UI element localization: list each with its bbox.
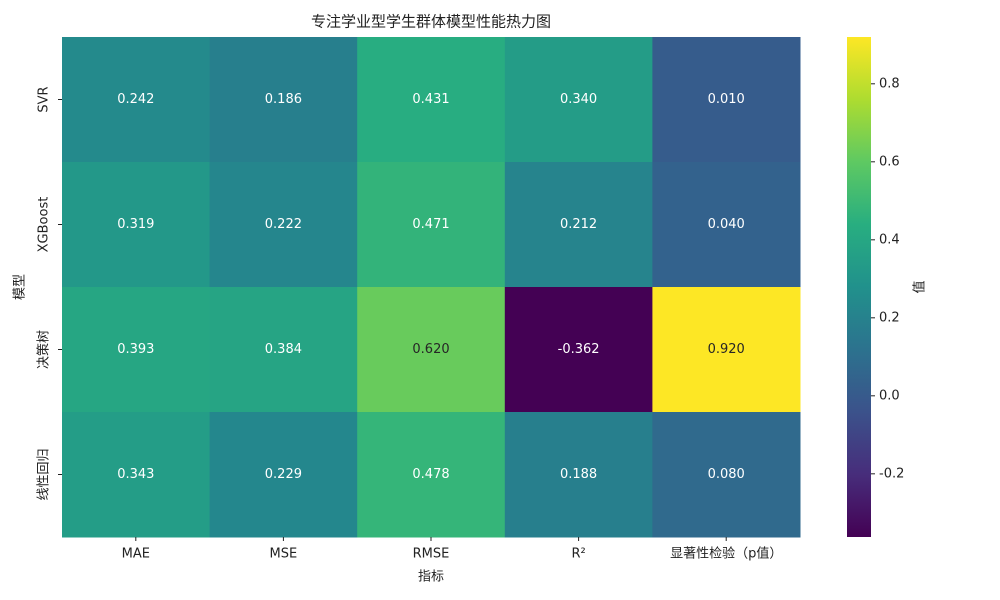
chart-title: 专注学业型学生群体模型性能热力图 <box>311 13 551 31</box>
cell-value-label: -0.362 <box>558 342 600 357</box>
y-tick-label: XGBoost <box>37 197 52 253</box>
cell-value-label: 0.186 <box>265 92 302 107</box>
heatmap-cell <box>62 287 211 413</box>
y-axis-label: 模型 <box>13 274 28 300</box>
x-tick-label: MAE <box>122 547 150 562</box>
heatmap-cell <box>652 37 801 163</box>
heatmap-cell <box>504 412 653 538</box>
cell-value-label: 0.319 <box>117 217 154 232</box>
cell-value-label: 0.242 <box>117 92 154 107</box>
heatmap-cell <box>62 37 211 163</box>
colorbar-tick-label: 0.2 <box>879 310 900 325</box>
cell-value-label: 0.229 <box>265 467 302 482</box>
y-tick-label: 决策树 <box>36 330 52 369</box>
heatmap-cell <box>209 37 358 163</box>
heatmap-cell <box>357 412 506 538</box>
heatmap-cell <box>504 287 653 413</box>
cell-value-label: 0.393 <box>117 342 154 357</box>
colorbar <box>847 37 871 537</box>
colorbar-tick-label: 0.4 <box>879 232 900 247</box>
heatmap-cell <box>62 412 211 538</box>
heatmap-cell <box>504 37 653 163</box>
x-tick-label: MSE <box>270 547 298 562</box>
heatmap-cell <box>357 287 506 413</box>
heatmap-cell <box>504 162 653 288</box>
colorbar-label: 值 <box>912 280 928 293</box>
cell-value-label: 0.920 <box>708 342 745 357</box>
heatmap-cell <box>209 287 358 413</box>
heatmap-cell <box>209 412 358 538</box>
cell-value-label: 0.384 <box>265 342 302 357</box>
cell-value-label: 0.212 <box>560 217 597 232</box>
y-tick-label: 线性回归 <box>37 448 52 500</box>
cell-value-label: 0.478 <box>412 467 449 482</box>
x-axis-label: 指标 <box>418 570 444 585</box>
cell-value-label: 0.471 <box>412 217 449 232</box>
heatmap-cell <box>652 412 801 538</box>
cell-value-label: 0.431 <box>412 92 449 107</box>
cell-value-label: 0.040 <box>708 217 745 232</box>
heatmap-cell <box>652 287 801 413</box>
cell-value-label: 0.080 <box>708 467 745 482</box>
heatmap-cell <box>62 162 211 288</box>
cell-value-label: 0.620 <box>412 342 449 357</box>
colorbar-tick-label: 0.8 <box>879 76 900 91</box>
heatmap-cell <box>357 162 506 288</box>
cell-value-label: 0.222 <box>265 217 302 232</box>
x-tick-label: RMSE <box>413 547 450 562</box>
heatmap-cell <box>209 162 358 288</box>
cell-value-label: 0.343 <box>117 467 154 482</box>
colorbar-tick-label: 0.6 <box>879 154 900 169</box>
cell-value-label: 0.188 <box>560 467 597 482</box>
cell-value-label: 0.340 <box>560 92 597 107</box>
y-tick-label: SVR <box>37 86 52 112</box>
cell-value-label: 0.010 <box>708 92 745 107</box>
x-tick-label: R² <box>571 547 585 562</box>
heatmap-cell <box>357 37 506 163</box>
colorbar-tick-label: -0.2 <box>879 466 904 481</box>
colorbar-tick-label: 0.0 <box>879 388 900 403</box>
heatmap-cell <box>652 162 801 288</box>
x-tick-label: 显著性检验（p值） <box>670 546 782 562</box>
